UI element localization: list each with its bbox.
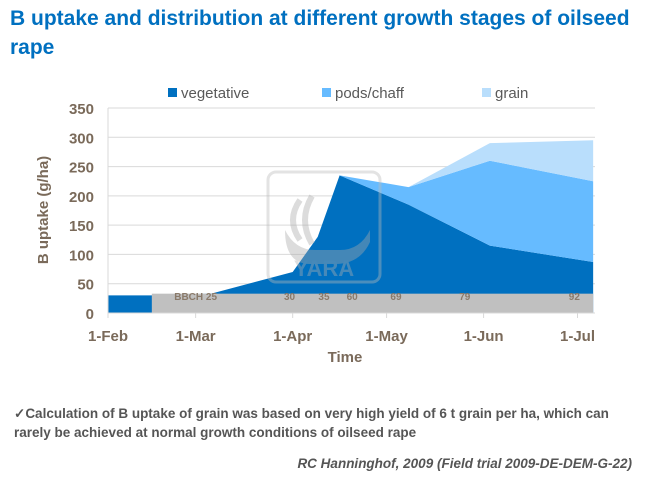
y-tick-label: 350 — [69, 101, 94, 118]
x-axis-label: Time — [328, 349, 363, 366]
y-axis-label: B uptake (g/ha) — [35, 156, 52, 264]
y-tick-label: 300 — [69, 130, 94, 147]
footnote: ✓Calculation of B uptake of grain was ba… — [14, 404, 648, 442]
area-grain — [108, 140, 594, 296]
legend-swatch-vegetative — [168, 88, 177, 97]
y-tick-label: 0 — [86, 306, 94, 323]
watermark-text: YARA — [294, 256, 354, 281]
legend-label: pods/chaff — [335, 85, 405, 102]
checkmark-icon: ✓ — [14, 406, 26, 421]
x-tick-label: 1-Jul — [560, 328, 595, 345]
source-citation: RC Hanninghof, 2009 (Field trial 2009-DE… — [297, 456, 632, 471]
legend-swatch-grain — [482, 88, 491, 97]
growth-stage-band-rect — [151, 293, 594, 313]
viking-ship-icon — [285, 230, 370, 264]
x-tick-label: 1-Jun — [464, 328, 504, 345]
bbch-label: 35 — [318, 292, 330, 303]
x-tick-label: 1-Apr — [273, 328, 312, 345]
y-tick-label: 250 — [69, 160, 94, 177]
growth-stage-band: BBCH 25 30 35 60 69 79 92 — [151, 292, 594, 313]
series-areas — [108, 140, 594, 313]
bbch-label: 60 — [347, 292, 359, 303]
bbch-label: BBCH 25 — [174, 292, 217, 303]
y-tick-label: 50 — [77, 277, 94, 294]
bbch-label: 79 — [459, 292, 471, 303]
bbch-label: 69 — [390, 292, 402, 303]
y-tick-label: 200 — [69, 189, 94, 206]
axes: 0 50 100 150 200 250 300 350 1-Feb 1-Mar 1-Apr 1-Ma… — [69, 101, 595, 345]
slide-title: B uptake and distribution at different g… — [10, 7, 630, 59]
area-vegetative — [108, 175, 594, 313]
legend-label: grain — [495, 85, 528, 102]
watermark-frame — [266, 170, 382, 284]
y-tick-label: 150 — [69, 218, 94, 235]
footnote-text: Calculation of B uptake of grain was bas… — [14, 406, 609, 440]
legend-swatch-pods-chaff — [322, 88, 331, 97]
bbch-label: 92 — [569, 292, 581, 303]
y-tick-label: 100 — [69, 247, 94, 264]
watermark-waves — [290, 194, 315, 246]
bbch-label: 30 — [284, 292, 296, 303]
legend: vegetative pods/chaff grain — [168, 85, 528, 102]
x-tick-label: 1-May — [365, 328, 408, 345]
yara-watermark: YARA — [266, 170, 382, 284]
x-tick-label: 1-Mar — [176, 328, 216, 345]
legend-label: vegetative — [181, 85, 249, 102]
x-tick-label: 1-Feb — [88, 328, 128, 345]
area-pods-chaff — [108, 160, 594, 296]
